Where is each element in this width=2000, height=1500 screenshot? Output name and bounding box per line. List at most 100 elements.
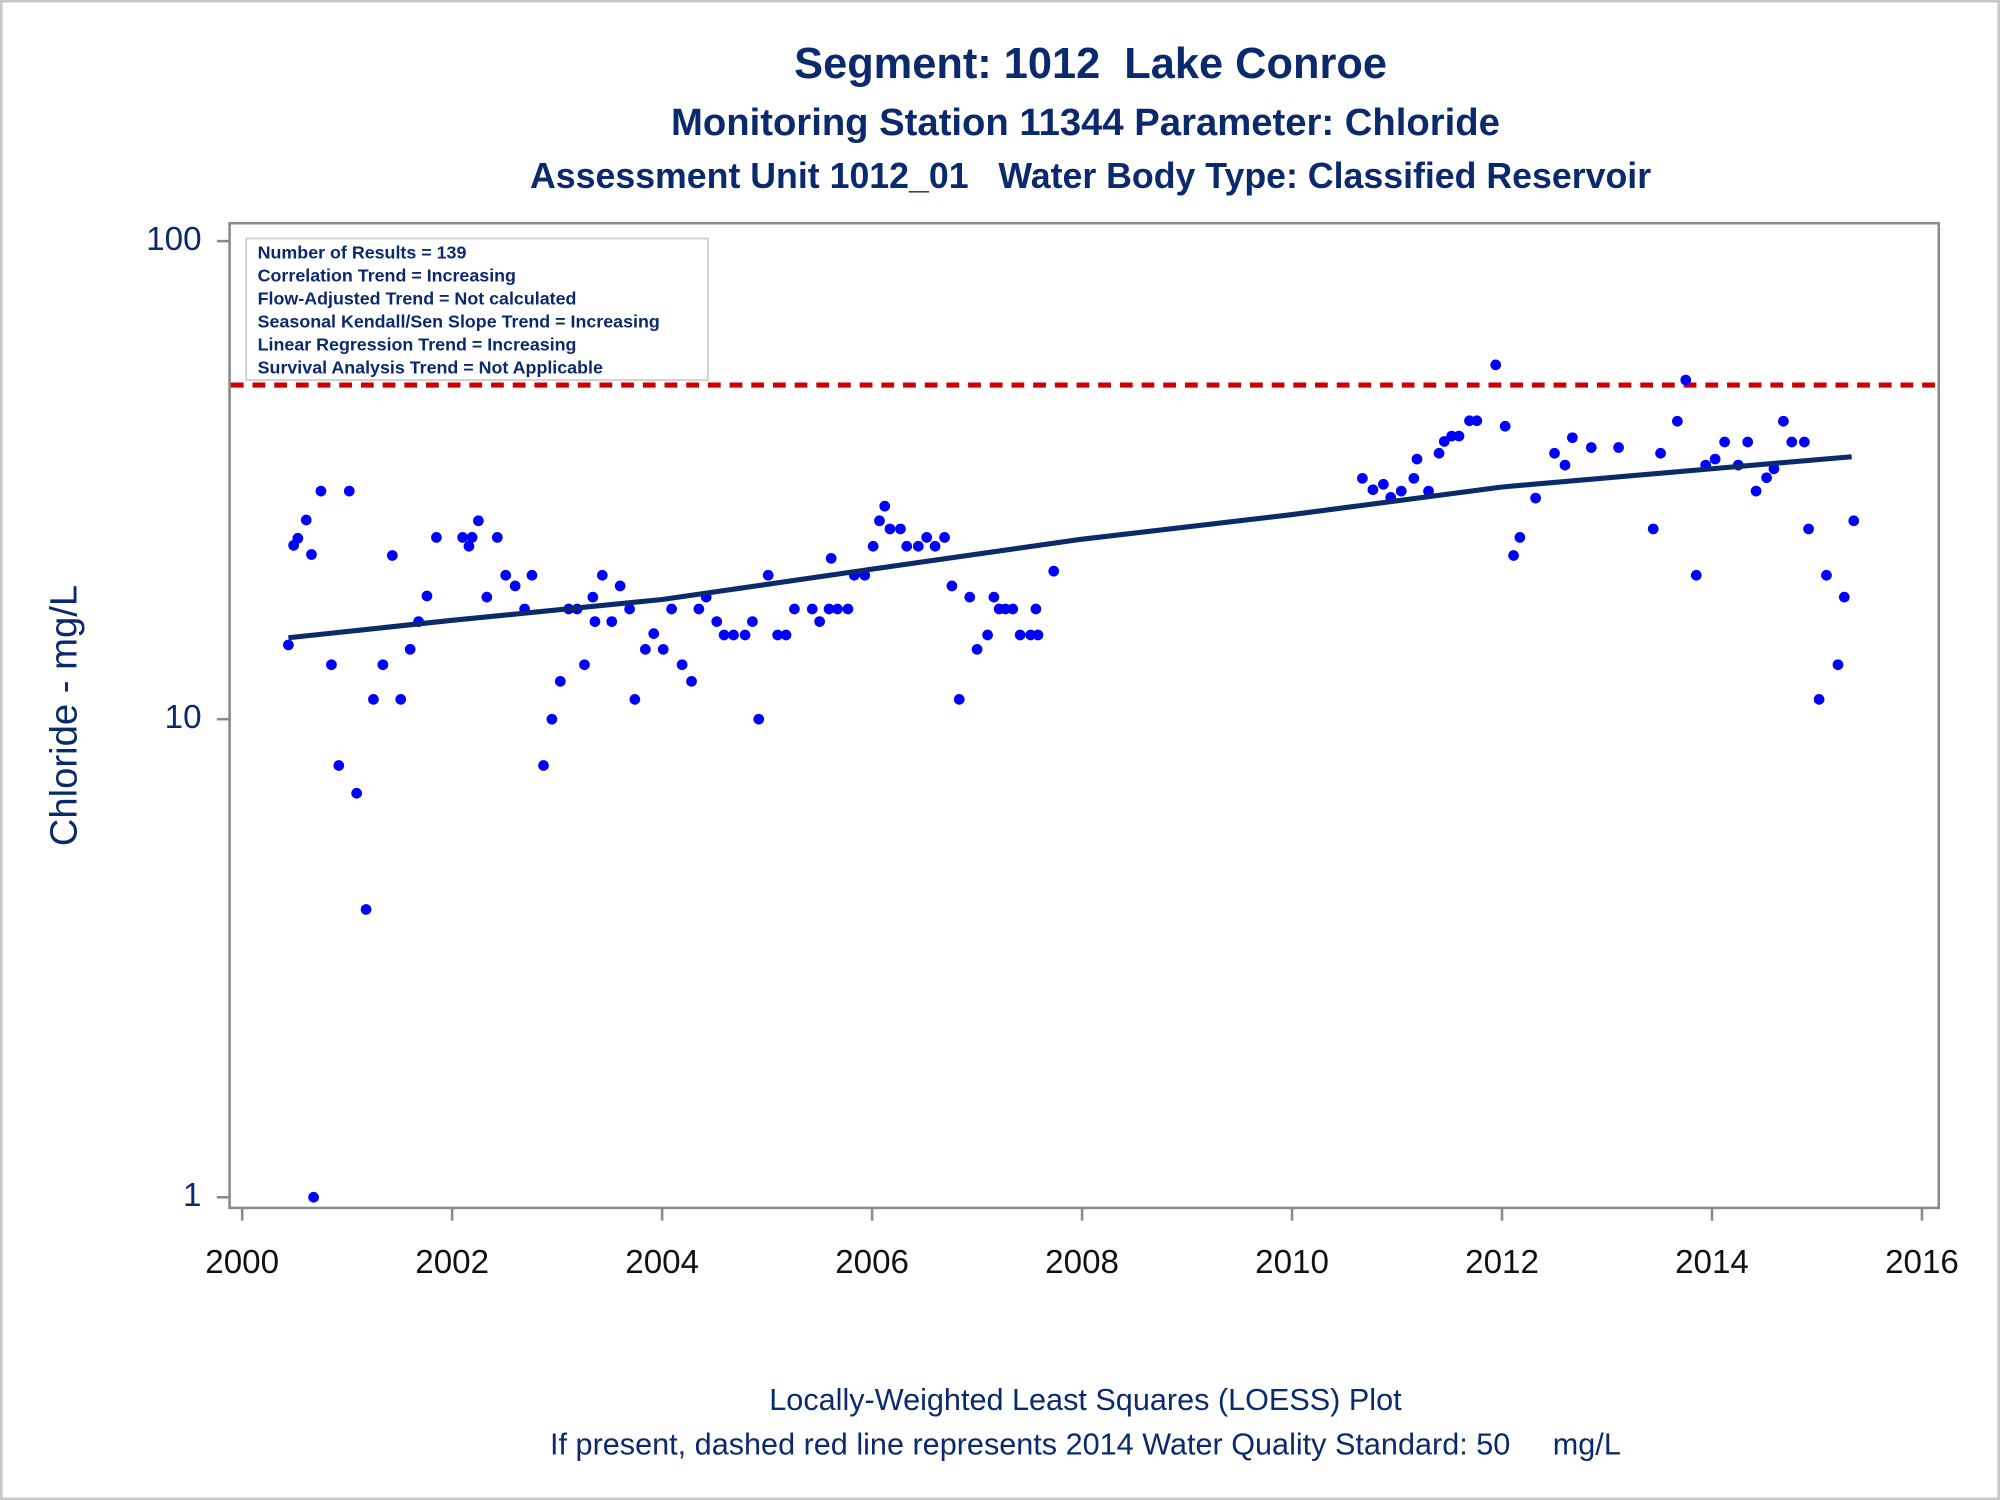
data-point — [814, 616, 825, 627]
data-point — [538, 760, 549, 771]
data-point — [1647, 523, 1659, 535]
data-point — [901, 540, 913, 552]
data-point — [1848, 515, 1860, 527]
data-point — [1032, 629, 1044, 641]
data-point — [326, 659, 337, 671]
data-point — [624, 603, 635, 615]
data-point — [306, 549, 317, 560]
data-point — [686, 675, 697, 687]
data-point — [1411, 453, 1423, 465]
data-point — [718, 629, 730, 641]
data-point — [806, 603, 818, 615]
data-point — [912, 540, 924, 552]
data-point — [463, 540, 475, 552]
data-point — [1514, 532, 1526, 543]
data-point — [1838, 591, 1850, 603]
y-tick-label: 10 — [165, 699, 202, 736]
data-point — [753, 713, 765, 725]
data-point — [946, 580, 958, 592]
data-point — [1803, 523, 1814, 535]
data-point — [300, 514, 312, 526]
data-point — [1007, 603, 1019, 615]
footnote: If present, dashed red line represents 2… — [550, 1428, 1621, 1462]
data-point — [1613, 442, 1624, 453]
data-point — [491, 532, 503, 543]
data-point — [1761, 472, 1772, 484]
data-point — [939, 532, 950, 543]
data-point — [1832, 659, 1844, 671]
data-point — [1680, 374, 1692, 386]
x-tick-label: 2016 — [1885, 1244, 1959, 1281]
info-line: Correlation Trend = Increasing — [258, 266, 516, 286]
info-line: Flow-Adjusted Trend = Not calculated — [258, 288, 577, 308]
data-point — [1778, 415, 1789, 427]
trend-line — [288, 454, 1852, 641]
data-point — [988, 591, 1000, 603]
data-point — [1471, 415, 1483, 427]
data-point — [1530, 492, 1541, 504]
data-point — [1048, 565, 1060, 577]
data-point — [639, 643, 651, 655]
info-line: Seasonal Kendall/Sen Slope Trend = Incre… — [258, 311, 660, 331]
data-point — [404, 643, 416, 655]
data-point — [676, 659, 688, 671]
x-tick-label: 2008 — [1045, 1244, 1119, 1281]
data-point — [929, 540, 941, 552]
data-point — [1508, 550, 1519, 561]
data-point — [587, 591, 599, 603]
data-point — [780, 629, 792, 641]
info-box — [245, 237, 709, 382]
data-point — [1742, 436, 1754, 448]
x-tick-label: 2002 — [415, 1244, 489, 1281]
data-point — [789, 603, 800, 615]
data-point — [971, 643, 983, 655]
info-line: Survival Analysis Trend = Not Applicable — [258, 357, 603, 377]
data-point — [1799, 436, 1810, 448]
data-point — [832, 603, 843, 615]
y-axis-label: Chloride - mg/L — [42, 585, 85, 846]
data-point — [1025, 629, 1036, 641]
data-point — [823, 603, 835, 615]
data-point — [747, 616, 758, 627]
data-point — [1786, 436, 1798, 448]
x-tick-label: 2012 — [1465, 1244, 1539, 1281]
data-point — [606, 616, 618, 627]
data-point — [386, 550, 398, 561]
data-point — [579, 659, 590, 671]
data-point — [500, 569, 512, 581]
data-point — [333, 760, 345, 771]
data-point — [368, 694, 379, 705]
chart-title: Segment: 1012 Lake Conroe — [794, 40, 1387, 88]
data-point — [629, 694, 641, 705]
data-point — [1408, 472, 1420, 484]
data-point — [867, 540, 879, 552]
data-point — [351, 787, 362, 799]
data-point — [466, 532, 478, 543]
data-point — [693, 603, 705, 615]
footnote: Locally-Weighted Least Squares (LOESS) P… — [769, 1383, 1402, 1417]
data-point — [842, 603, 854, 615]
data-point — [589, 616, 601, 627]
data-point — [554, 675, 566, 687]
data-point — [666, 603, 677, 615]
data-point — [360, 904, 372, 915]
data-point — [884, 523, 896, 535]
data-point — [1395, 485, 1407, 497]
data-point — [457, 532, 469, 543]
data-point — [308, 1191, 319, 1203]
data-point — [315, 485, 327, 497]
data-point — [982, 629, 993, 641]
data-point — [283, 639, 294, 651]
y-tick-label: 100 — [146, 221, 201, 258]
chart-subtitle: Assessment Unit 1012_01 Water Body Type:… — [530, 156, 1651, 196]
data-point — [1453, 430, 1465, 442]
data-point — [874, 515, 885, 527]
data-point — [921, 532, 933, 543]
data-point — [1438, 436, 1450, 447]
data-point — [431, 532, 442, 543]
data-point — [657, 643, 669, 655]
data-point — [1378, 478, 1389, 490]
data-point — [964, 591, 976, 603]
data-point — [879, 500, 891, 512]
data-point — [395, 694, 407, 705]
